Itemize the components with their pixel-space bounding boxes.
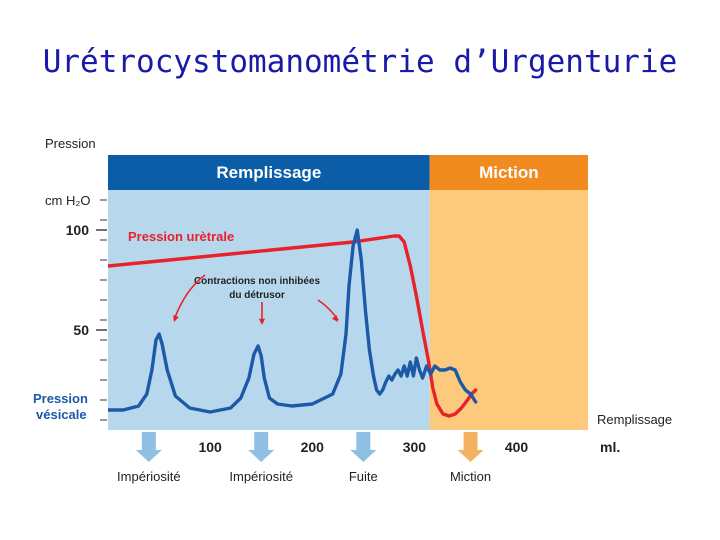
x-tick-label: 200 xyxy=(301,439,325,455)
event-label-1: Impériosité xyxy=(229,469,293,484)
y-axis-unit: cm H₂O xyxy=(45,193,91,208)
contraction-arrow-middle xyxy=(258,302,266,325)
event-arrow-head xyxy=(457,450,484,462)
event-label-2: Fuite xyxy=(349,469,378,484)
contractions-label-1: Contractions non inhibées xyxy=(194,276,321,287)
contractions-label-2: du détrusor xyxy=(229,290,285,301)
axes: Pression cm H₂O 100 50 100 200 300 400 ml. Rempli… xyxy=(45,136,672,455)
vesical-pressure-label-1: Pression xyxy=(33,391,88,406)
phase-band-1 xyxy=(429,190,588,430)
event-arrow-shaft xyxy=(356,432,371,450)
x-tick-label: 100 xyxy=(198,439,222,455)
x-tick-label: 300 xyxy=(403,439,427,455)
phase-label-1: Miction xyxy=(479,163,539,182)
vesical-pressure-label-2: vésicale xyxy=(36,407,87,422)
series-lines xyxy=(108,228,478,418)
event-label-3: Miction xyxy=(450,469,491,484)
events: Impériosité Impériosité Fuite Miction xyxy=(117,432,491,484)
event-arrow-2 xyxy=(350,432,377,462)
annotations: Pression urètrale Contractions non inhibé… xyxy=(33,229,339,422)
y-tick-label: 100 xyxy=(66,222,90,238)
slide-title: Urétrocystomanométrie d’Urgenturie xyxy=(42,44,678,80)
contraction-arrow-right xyxy=(317,299,339,322)
contraction-arrow-right-head xyxy=(331,315,338,322)
phase-label-0: Remplissage xyxy=(216,163,321,182)
y-axis-label: Pression xyxy=(45,136,96,151)
contraction-arrow-left-head xyxy=(173,315,179,322)
contraction-arrow-left-shaft xyxy=(173,274,206,321)
y-tick-label: 50 xyxy=(73,322,89,338)
phase-bands xyxy=(108,190,588,430)
event-arrow-shaft xyxy=(254,432,269,450)
phase-headers: Remplissage Miction xyxy=(108,155,588,190)
phase-header-0 xyxy=(108,155,430,190)
x-tick-label: 400 xyxy=(505,439,529,455)
event-arrow-shaft xyxy=(463,432,478,450)
uretral-pressure-label: Pression urètrale xyxy=(128,229,234,244)
event-label-0: Impériosité xyxy=(117,469,181,484)
series-line-1 xyxy=(108,228,478,414)
event-arrow-head xyxy=(350,450,377,462)
event-arrow-head xyxy=(135,450,162,462)
contraction-arrow-middle-head xyxy=(258,318,266,325)
contraction-arrow-left xyxy=(173,274,206,322)
x-axis-unit: ml. xyxy=(600,439,620,455)
phase-header-1 xyxy=(429,155,588,190)
series-line-0 xyxy=(108,234,478,418)
x-axis-label: Remplissage xyxy=(597,412,672,427)
event-arrow-0 xyxy=(135,432,162,462)
event-arrow-3 xyxy=(457,432,484,462)
event-arrow-head xyxy=(248,450,275,462)
event-arrow-1 xyxy=(248,432,275,462)
event-arrow-shaft xyxy=(141,432,156,450)
